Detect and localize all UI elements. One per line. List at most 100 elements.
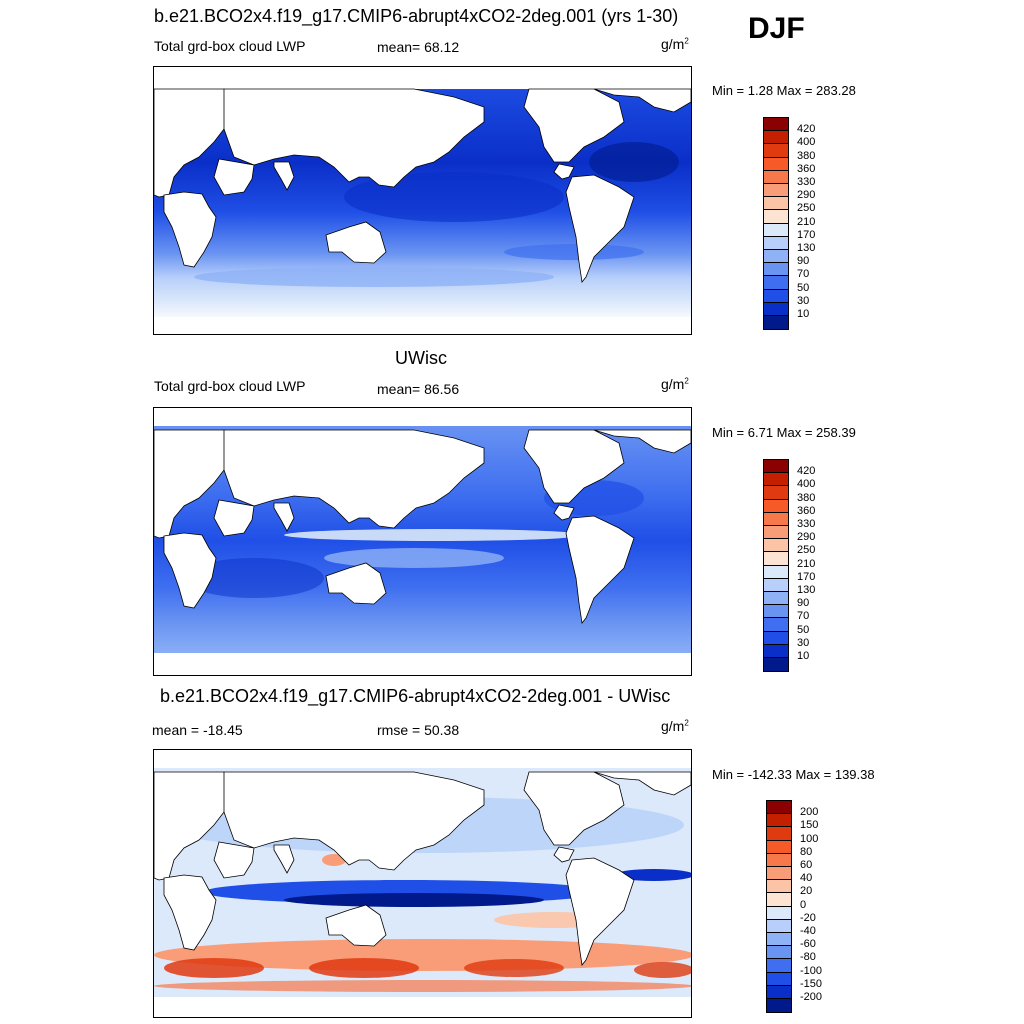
colorbar-tick-label: 30 [797,294,810,307]
panel1-minmax: Min = 1.28 Max = 283.28 [712,83,856,98]
colorbar-tick-label: 250 [797,202,816,215]
colorbar-tick-label: 420 [797,465,816,478]
colorbar-tick-label: 60 [800,859,813,871]
colorbar-tick-label: 90 [797,255,810,268]
colorbar-swatch [763,262,789,277]
colorbar-tick-label: 200 [800,806,819,819]
colorbar-tick-label: 360 [797,504,816,517]
colorbar-swatch [766,866,792,881]
panel3-map [153,749,692,1018]
colorbar-tick-label: 80 [800,845,813,858]
colorbar-swatch [763,235,789,250]
panel2-unit: g/m2 [661,376,689,392]
colorbar-tick-label: 400 [797,478,816,491]
colorbar-swatch [766,958,792,973]
colorbar-swatch [763,472,789,487]
colorbar-tick-label: 20 [800,885,813,898]
colorbar-tick-label: -80 [800,951,816,964]
colorbar-tick-label: 400 [797,136,816,149]
panel2-minmax: Min = 6.71 Max = 258.39 [712,425,856,440]
colorbar-tick-label: -100 [800,964,823,977]
panel2-left-label: Total grd-box cloud LWP [154,378,306,394]
colorbar-tick-label: -150 [800,977,823,990]
colorbar-tick-label: 380 [797,491,816,504]
panel1-mean-label: mean= 68.12 [377,39,460,55]
colorbar-swatch [763,577,789,592]
colorbar-swatch [766,984,792,999]
colorbar-swatch [763,459,789,474]
colorbar-tick-label: 70 [797,610,810,623]
colorbar-swatch [763,538,789,553]
colorbar-tick-label: 250 [797,544,816,557]
colorbar-tick-label: 90 [797,597,810,610]
colorbar-swatch [763,591,789,606]
colorbar-swatch [763,525,789,540]
colorbar-tick-label: 210 [797,215,816,228]
colorbar-swatch [763,643,789,658]
colorbar-swatch [763,604,789,619]
colorbar-swatch [766,945,792,960]
colorbar-swatch [766,971,792,986]
colorbar-tick-label: 330 [797,518,816,530]
colorbar-tick-label: -60 [800,938,816,951]
colorbar-tick-label: 420 [797,123,816,136]
colorbar-swatch [763,275,789,290]
colorbar-swatch [763,249,789,264]
colorbar-swatch [763,630,789,645]
colorbar-swatch [763,156,789,171]
colorbar-swatch [766,932,792,947]
colorbar-tick-label: 10 [797,308,810,320]
colorbar-swatch [763,209,789,224]
colorbar-swatch [763,315,789,331]
colorbar-swatch [766,826,792,841]
colorbar-tick-label: 30 [797,636,810,649]
colorbar-tick-label: 100 [800,832,819,845]
colorbar-swatch [763,485,789,500]
colorbar-tick-label: 40 [800,872,813,885]
colorbar-swatch [763,511,789,526]
colorbar-swatch [766,892,792,907]
colorbar-tick-label: 50 [797,281,810,294]
panel1-title: b.e21.BCO2x4.f19_g17.CMIP6-abrupt4xCO2-2… [154,6,679,26]
colorbar-tick-label: 330 [797,176,816,188]
panel3-rmse-label: rmse = 50.38 [377,722,460,738]
colorbar-tick-label: -200 [800,991,823,1003]
colorbar-tick-label: 170 [797,570,816,583]
panel2-map-field [154,408,691,675]
colorbar-swatch [763,169,789,184]
colorbar-tick-label: -40 [800,925,816,937]
colorbar-tick-label: 380 [797,149,816,162]
panel2-map [153,407,692,676]
colorbar-swatch [766,905,792,920]
colorbar-swatch [766,998,792,1014]
panel3-mean-label: mean = -18.45 [152,722,243,738]
colorbar-swatch [766,813,792,828]
panel3-unit: g/m2 [661,718,689,734]
colorbar-tick-label: 170 [797,228,816,241]
colorbar-swatch [766,879,792,894]
panel2-mean-label: mean= 86.56 [377,381,460,397]
panel1-map [153,66,692,335]
panel2-title: UWisc [395,348,447,368]
colorbar-swatch [763,143,789,158]
colorbar-tick-label: 10 [797,650,810,662]
colorbar-swatch [763,551,789,566]
colorbar-tick-label: 290 [797,189,816,202]
colorbar-tick-label: 0 [800,898,807,911]
colorbar-swatch [763,288,789,303]
colorbar-swatch [763,498,789,513]
colorbar-swatch [766,852,792,867]
panel1-unit: g/m2 [661,36,689,52]
colorbar-tick-label: 360 [797,162,816,175]
colorbar-swatch [763,617,789,632]
colorbar-swatch [763,301,789,316]
colorbar-swatch [763,117,789,132]
panel3-minmax: Min = -142.33 Max = 139.38 [712,767,875,782]
colorbar-swatch [763,657,789,673]
season-label: DJF [748,12,805,45]
panel3-map-field [154,750,691,1017]
panel3-title: b.e21.BCO2x4.f19_g17.CMIP6-abrupt4xCO2-2… [160,686,671,706]
colorbar-tick-label: 150 [800,819,819,832]
panel1-left-label: Total grd-box cloud LWP [154,38,306,54]
colorbar-swatch [763,183,789,198]
